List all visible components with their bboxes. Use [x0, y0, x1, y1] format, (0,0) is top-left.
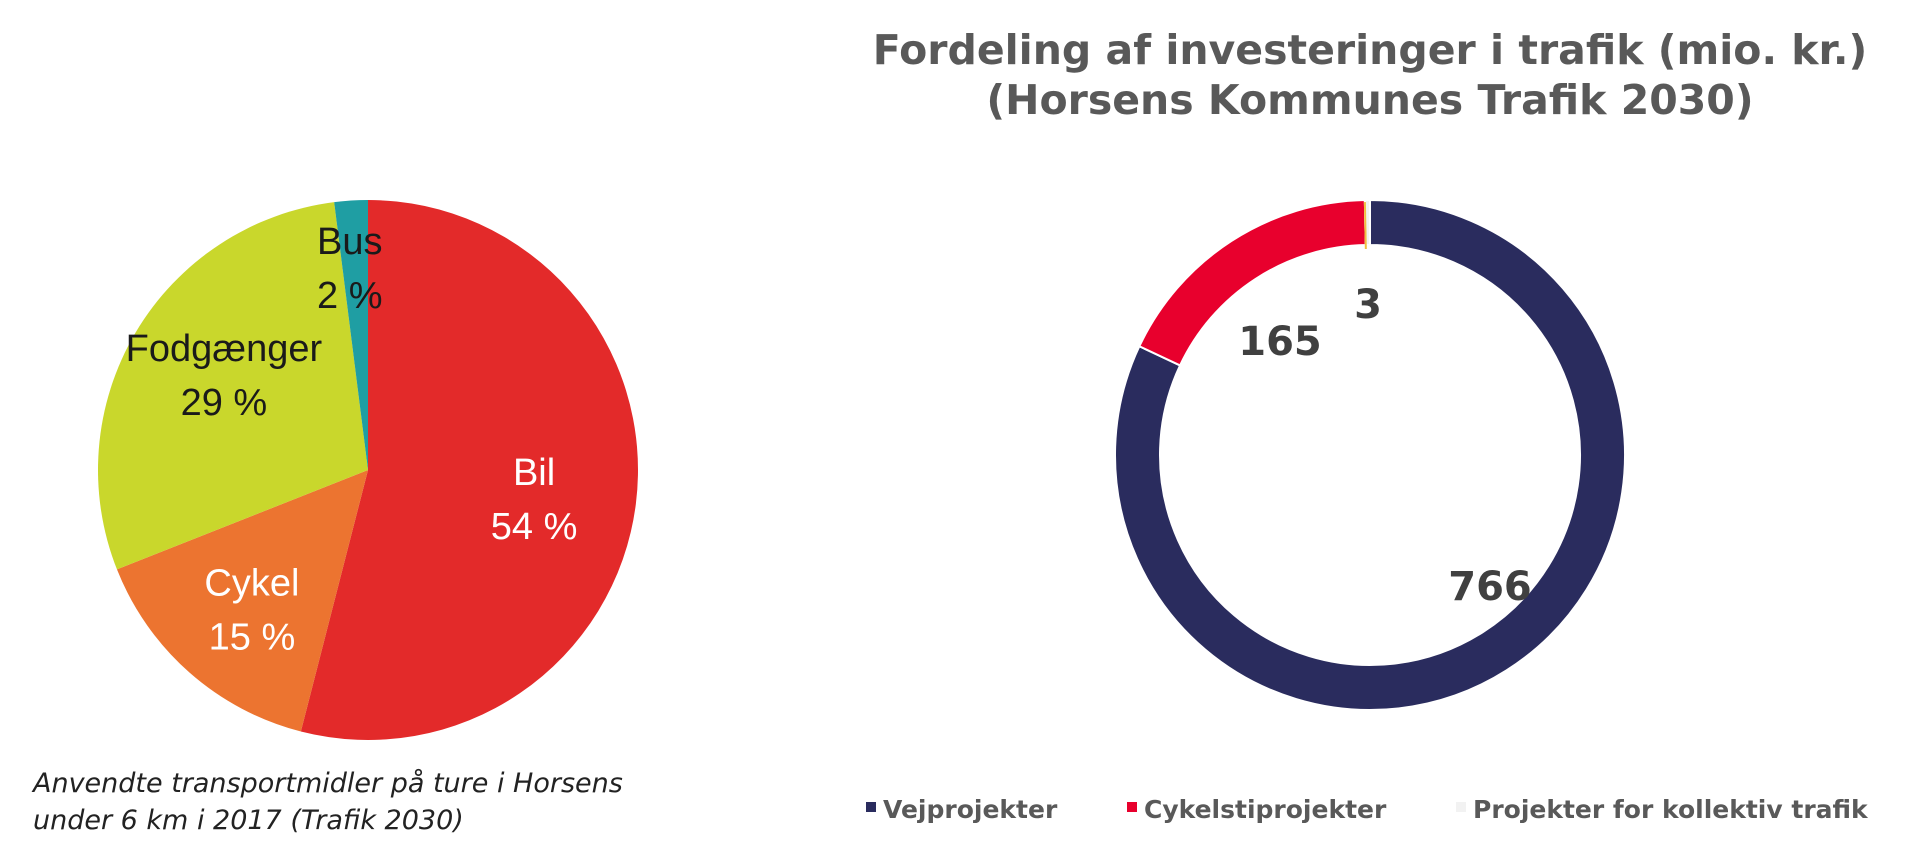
- pie-label-bus: Bus: [317, 221, 382, 263]
- pie-caption-line-1: Anvendte transportmidler på ture i Horse…: [31, 768, 623, 799]
- legend-label-projekter-for-kollektiv-trafik: Projekter for kollektiv trafik: [1473, 795, 1869, 824]
- donut-value-cykelstiprojekter: 165: [1238, 319, 1322, 365]
- pie-value-bus: 2 %: [317, 275, 382, 317]
- legend-swatch-cykelstiprojekter: [1127, 802, 1137, 812]
- pie-caption-line-2: under 6 km i 2017 (Trafik 2030): [33, 805, 464, 836]
- pie-chart: Bil 54 % Cykel 15 % Fodgænger 29 % Bus 2 %: [98, 200, 638, 740]
- donut-title-line-1: Fordeling af investeringer i trafik (mio…: [873, 26, 1868, 74]
- donut-value-projekter-for-kollektiv-trafik: 3: [1354, 282, 1382, 328]
- pie-slice-bus: [334, 200, 368, 470]
- pie-slice-cykel: [116, 470, 368, 732]
- legend-swatch-vejprojekter: [866, 802, 876, 812]
- pie-label-fodgaenger: Fodgænger: [126, 328, 323, 370]
- pie-slice-fodgaenger: [98, 202, 369, 570]
- donut-segment-divider: [1363, 202, 1367, 250]
- pie-value-cykel: 15 %: [209, 617, 296, 659]
- donut-value-vejprojekter: 766: [1448, 564, 1532, 610]
- pie-slice-bil: [300, 200, 638, 740]
- donut-title-line-2: (Horsens Kommunes Trafik 2030): [986, 76, 1753, 124]
- pie-label-bil: Bil: [513, 452, 555, 494]
- donut-legend: Vejprojekter Cykelstiprojekter Projekter f…: [866, 795, 1869, 824]
- legend-swatch-projekter-for-kollektiv-trafik: [1456, 802, 1466, 812]
- pie-value-bil: 54 %: [491, 506, 578, 548]
- pie-value-fodgaenger: 29 %: [181, 382, 268, 424]
- legend-label-cykelstiprojekter: Cykelstiprojekter: [1144, 795, 1387, 824]
- donut-segment-vejprojekter: [1114, 198, 1626, 711]
- donut-chart: 766 165 3: [1114, 198, 1626, 711]
- legend-label-vejprojekter: Vejprojekter: [883, 795, 1058, 824]
- pie-label-cykel: Cykel: [204, 563, 299, 605]
